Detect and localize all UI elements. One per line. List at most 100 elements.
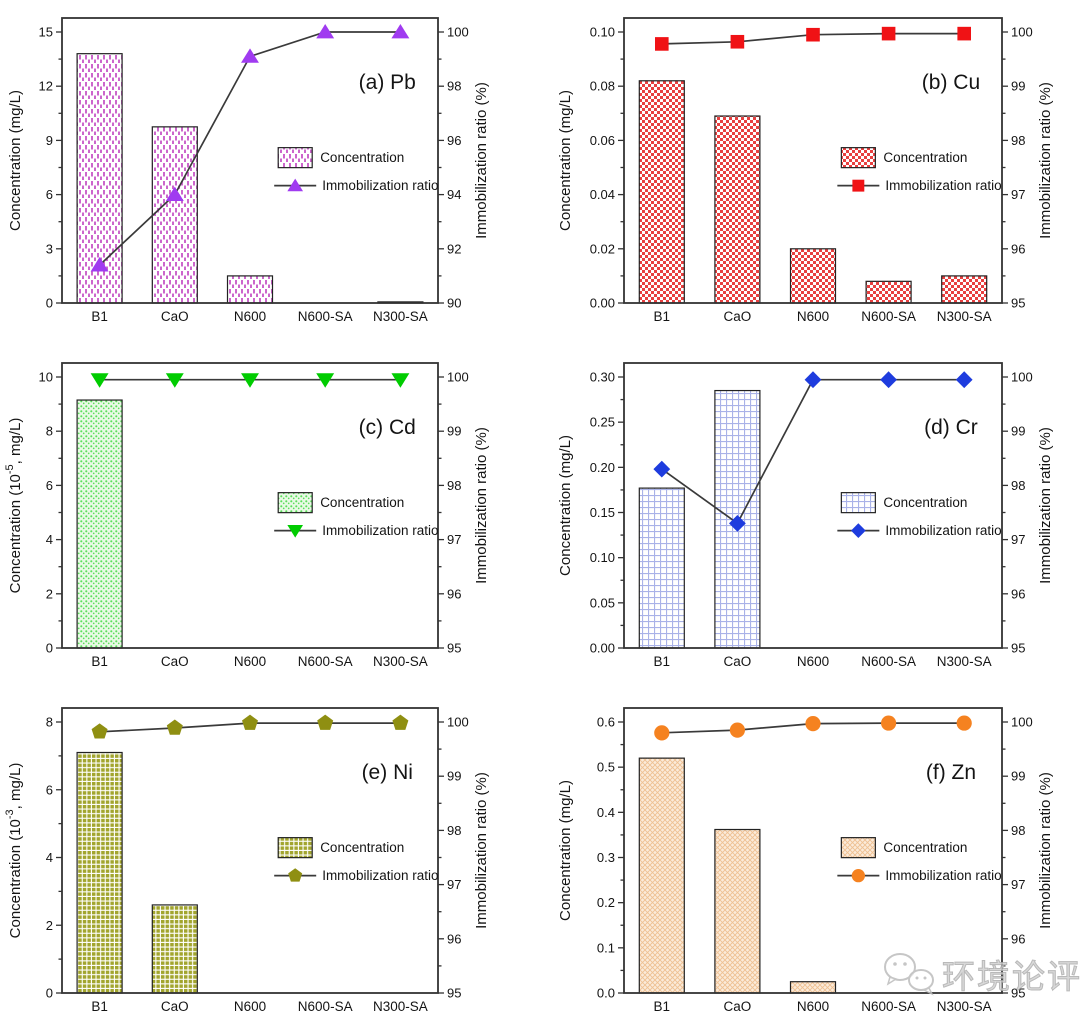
svg-text:95: 95 [447,986,461,1001]
svg-text:Immobilization ratio: Immobilization ratio [885,868,1001,883]
axes-ticks [56,31,444,304]
plot-frame [61,707,439,994]
svg-text:CaO: CaO [724,309,752,324]
ratio-markers [654,715,972,741]
svg-text:0.6: 0.6 [597,715,615,730]
svg-text:97: 97 [447,532,461,547]
svg-text:95: 95 [1011,641,1025,656]
legend: Concentration Immobilization ratio [837,147,1002,193]
plot-frame [623,17,1003,304]
svg-text:CaO: CaO [724,999,752,1014]
concentration-bars [76,399,123,649]
left-axis-title: Concentration (mg/L) [7,90,24,231]
panel-label: (a) Pb [359,71,416,94]
svg-text:96: 96 [1011,931,1025,946]
svg-text:0.25: 0.25 [590,415,615,430]
left-axis-title: Concentration (10-5, mg/L) [4,418,24,594]
cr-chart: 0.00 0.05 0.10 0.15 0.20 0.25 0.30 95 96 97 98 99 10… [557,362,1054,669]
panel-a-pb: 0 3 6 9 12 15 90 92 94 96 98 100 B1 CaO N600 N600-SA N30… [0,0,540,345]
svg-text:B1: B1 [91,999,108,1014]
svg-text:96: 96 [447,586,461,601]
ratio-markers [91,714,409,739]
right-axis-title: Immobilization ratio (%) [473,82,490,239]
legend: Concentration Immobilization ratio [837,492,1002,538]
svg-text:Immobilization ratio: Immobilization ratio [322,178,438,193]
svg-text:Immobilization ratio: Immobilization ratio [885,523,1001,538]
svg-text:100: 100 [1011,370,1033,385]
svg-text:0.10: 0.10 [590,550,615,565]
svg-text:Concentration: Concentration [320,840,404,855]
axes-ticks [56,376,444,649]
tick-labels: 0 2 4 6 8 10 95 96 97 98 99 100 B1 CaO N600 N600-SA N300… [39,370,469,670]
svg-text:9: 9 [46,133,53,148]
svg-text:90: 90 [447,296,461,311]
svg-text:98: 98 [1011,133,1025,148]
tick-labels: 0.00 0.02 0.04 0.06 0.08 0.10 95 96 97 98 99 100 B1 C… [590,25,1033,325]
svg-text:N300-SA: N300-SA [373,309,428,324]
svg-text:97: 97 [1011,877,1025,892]
svg-text:0.04: 0.04 [590,187,615,202]
svg-text:N600-SA: N600-SA [861,309,916,324]
svg-text:0.1: 0.1 [597,940,615,955]
svg-text:0.06: 0.06 [590,133,615,148]
panel-label: (d) Cr [924,416,978,439]
svg-text:98: 98 [447,478,461,493]
tick-labels: 0 3 6 9 12 15 90 92 94 96 98 100 B1 CaO N600 N600-SA N30… [39,25,469,325]
svg-text:3: 3 [46,241,53,256]
panel-c-cd: 0 2 4 6 8 10 95 96 97 98 99 100 B1 CaO N600 N600-SA N300… [0,345,540,690]
cd-chart: 0 2 4 6 8 10 95 96 97 98 99 100 B1 CaO N600 N600-SA N300… [4,362,490,670]
svg-text:N300-SA: N300-SA [937,654,992,669]
tick-labels: 0.0 0.1 0.2 0.3 0.4 0.5 0.6 95 96 97 98 99 100 B1 CaO N… [597,715,1033,1015]
svg-text:10: 10 [39,370,53,385]
legend: Concentration Immobilization ratio [274,492,438,538]
svg-text:98: 98 [447,79,461,94]
tick-labels: 0 2 4 6 8 95 96 97 98 99 100 B1 CaO N600 N600-SA N300-S… [46,715,469,1015]
svg-text:Concentration: Concentration [320,150,404,165]
ratio-line [99,31,401,266]
svg-text:Immobilization ratio: Immobilization ratio [322,868,438,883]
svg-text:15: 15 [39,25,53,40]
cu-chart: 0.00 0.02 0.04 0.06 0.08 0.10 95 96 97 98 99 100 B1 C… [557,17,1054,325]
left-axis-title: Concentration (10-3, mg/L) [4,763,24,939]
svg-text:N600: N600 [797,999,829,1014]
svg-text:0.0: 0.0 [597,986,615,1001]
svg-text:N600: N600 [797,654,829,669]
plot-frame [623,707,1003,994]
svg-text:98: 98 [1011,478,1025,493]
panel-e-ni: 0 2 4 6 8 95 96 97 98 99 100 B1 CaO N600 N600-SA N300-S… [0,690,540,1036]
svg-text:100: 100 [1011,715,1033,730]
svg-text:0.02: 0.02 [590,241,615,256]
svg-text:92: 92 [447,241,461,256]
svg-text:2: 2 [46,586,53,601]
svg-text:97: 97 [1011,532,1025,547]
panel-label: (f) Zn [926,761,976,784]
svg-text:N600-SA: N600-SA [298,999,353,1014]
svg-text:Concentration: Concentration [320,495,404,510]
svg-text:Immobilization ratio: Immobilization ratio [885,178,1001,193]
svg-text:B1: B1 [654,309,671,324]
right-axis-title: Immobilization ratio (%) [473,427,490,584]
ratio-markers [90,373,410,388]
right-axis-title: Immobilization ratio (%) [473,772,490,929]
svg-text:0.20: 0.20 [590,460,615,475]
right-axis-title: Immobilization ratio (%) [1037,82,1054,239]
panel-d-cr: 0.00 0.05 0.10 0.15 0.20 0.25 0.30 95 96 97 98 99 10… [540,345,1080,690]
panel-label: (b) Cu [922,71,980,94]
svg-text:B1: B1 [654,654,671,669]
svg-text:100: 100 [447,370,469,385]
svg-text:0.00: 0.00 [590,296,615,311]
svg-text:8: 8 [46,715,53,730]
svg-text:8: 8 [46,424,53,439]
svg-text:99: 99 [1011,424,1025,439]
svg-text:N600-SA: N600-SA [861,654,916,669]
svg-text:0.00: 0.00 [590,641,615,656]
plot-frame [61,362,439,649]
ni-chart: 0 2 4 6 8 95 96 97 98 99 100 B1 CaO N600 N600-SA N300-S… [4,707,490,1015]
svg-text:95: 95 [1011,296,1025,311]
svg-text:96: 96 [447,931,461,946]
svg-text:98: 98 [1011,823,1025,838]
svg-text:B1: B1 [91,654,108,669]
svg-text:0.08: 0.08 [590,79,615,94]
svg-text:0.5: 0.5 [597,760,615,775]
